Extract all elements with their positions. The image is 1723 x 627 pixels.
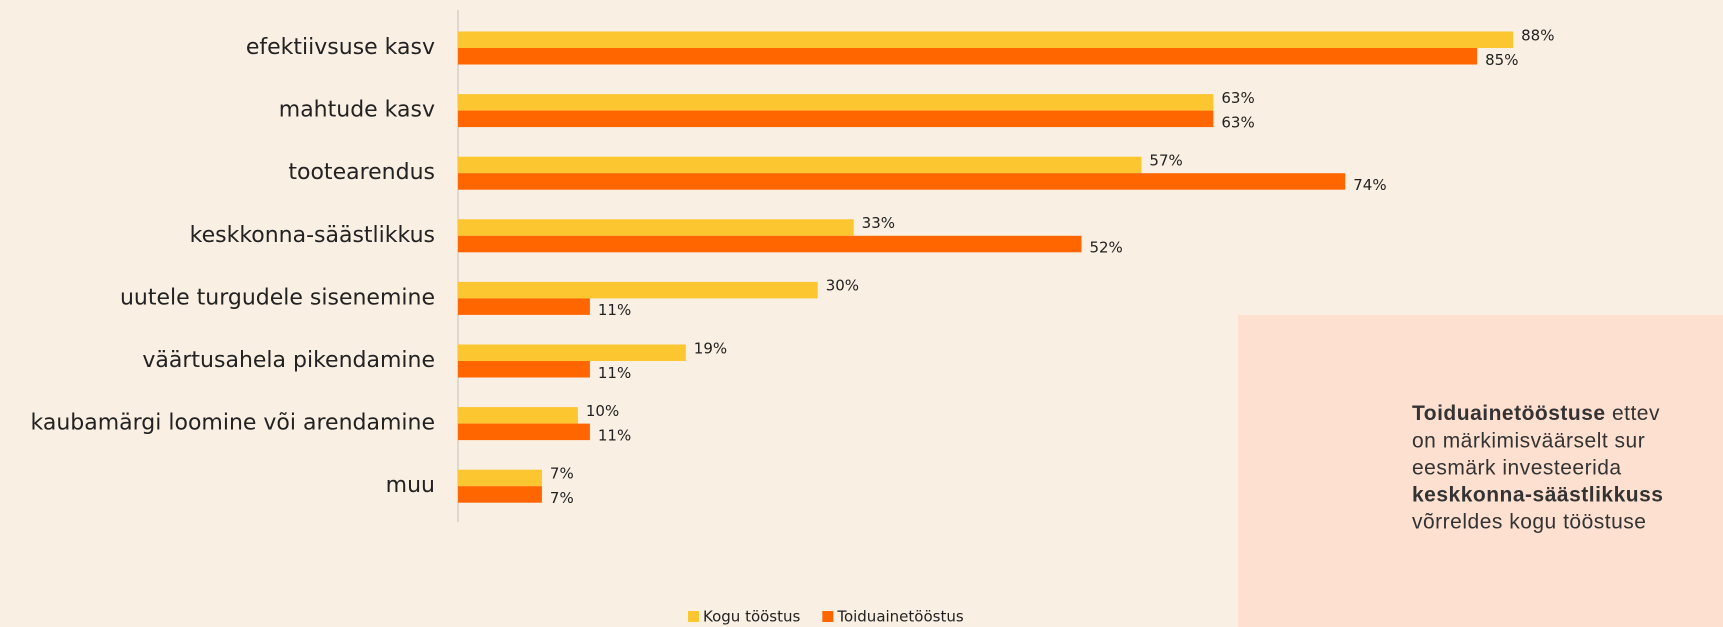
value-label: 7% — [550, 489, 574, 507]
bar — [458, 110, 1214, 128]
legend-label: Toiduainetööstus — [836, 608, 964, 626]
bar — [458, 173, 1346, 190]
annotation-line: võrreldes kogu tööstuse — [1412, 511, 1646, 534]
category-label: keskkonna-säästlikkus — [190, 223, 435, 248]
bar — [458, 235, 1082, 253]
bar — [458, 94, 1214, 111]
bar — [458, 486, 542, 503]
value-label: 85% — [1485, 51, 1518, 69]
bar — [458, 298, 590, 315]
category-label: väärtusahela pikendamine — [142, 348, 435, 373]
annotation-line: Toiduainetööstuse ettev — [1412, 402, 1660, 425]
value-label: 88% — [1521, 26, 1554, 44]
annotation-text: ettev — [1606, 402, 1660, 425]
bar — [458, 31, 1514, 48]
bar — [458, 407, 578, 424]
legend-swatch — [822, 611, 834, 622]
bar — [458, 469, 542, 487]
bar — [458, 156, 1142, 174]
value-label: 33% — [862, 214, 895, 232]
bar — [458, 281, 818, 299]
category-label: mahtude kasv — [279, 98, 435, 123]
legend-swatch — [688, 611, 699, 622]
category-label: uutele turgudele sisenemine — [120, 285, 435, 310]
annotation-box — [1238, 315, 1723, 627]
value-label: 63% — [1221, 113, 1254, 131]
bar — [458, 423, 590, 441]
value-label: 57% — [1149, 151, 1182, 169]
value-label: 19% — [694, 339, 727, 357]
value-label: 30% — [826, 277, 859, 295]
value-label: 7% — [550, 464, 574, 482]
legend-label: Kogu tööstus — [703, 608, 801, 626]
annotation-line: keskkonna-säästlikkuss — [1412, 484, 1663, 507]
annotation-bold: Toiduainetööstuse — [1412, 402, 1606, 425]
value-label: 11% — [598, 364, 631, 382]
category-label: efektiivsuse kasv — [246, 35, 435, 60]
bar — [458, 219, 854, 236]
annotation-line: on märkimisväärselt sur — [1412, 430, 1645, 453]
bar — [458, 361, 590, 378]
value-label: 10% — [586, 402, 619, 420]
bar — [458, 48, 1478, 65]
category-label: muu — [386, 473, 435, 498]
bar — [458, 344, 686, 361]
value-label: 11% — [598, 426, 631, 444]
value-label: 52% — [1089, 239, 1122, 257]
value-label: 11% — [598, 301, 631, 319]
category-label: tootearendus — [288, 160, 435, 185]
value-label: 74% — [1353, 176, 1386, 194]
value-label: 63% — [1221, 89, 1254, 107]
category-label: kaubamärgi loomine või arendamine — [31, 411, 436, 436]
annotation-line: eesmärk investeerida — [1412, 457, 1622, 480]
